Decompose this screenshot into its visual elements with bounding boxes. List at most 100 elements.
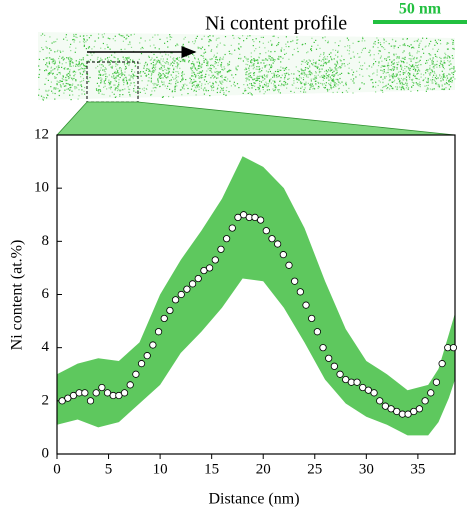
atom-dot	[320, 82, 322, 84]
atom-dot	[126, 79, 128, 82]
atom-dot	[321, 76, 323, 78]
atom-dot	[381, 89, 383, 92]
atom-dot	[123, 58, 125, 60]
atom-dot	[166, 61, 168, 63]
atom-dot	[104, 48, 106, 50]
atom-dot	[336, 62, 338, 64]
atom-dot	[328, 60, 330, 62]
atom-dot	[73, 41, 75, 43]
atom-dot	[193, 66, 195, 68]
atom-dot	[198, 83, 200, 85]
atom-dot	[301, 72, 303, 74]
atom-dot	[171, 91, 173, 93]
atom-dot	[274, 81, 276, 83]
atom-dot	[273, 60, 275, 63]
atom-dot	[55, 66, 58, 68]
atom-dot	[396, 57, 398, 59]
atom-dot	[117, 70, 119, 72]
atom-dot	[67, 83, 69, 85]
atom-dot	[314, 75, 316, 77]
atom-dot	[92, 60, 94, 62]
atom-dot	[98, 85, 100, 87]
atom-dot	[130, 34, 132, 36]
atom-dot	[82, 77, 85, 80]
atom-dot	[166, 40, 169, 43]
atom-dot	[442, 74, 444, 76]
atom-dot	[341, 72, 343, 74]
atom-dot	[304, 67, 307, 69]
atom-dot	[181, 75, 183, 77]
atom-dot	[113, 84, 115, 86]
atom-dot	[277, 37, 279, 39]
atom-dot	[209, 69, 211, 72]
atom-dot	[316, 67, 319, 69]
atom-dot	[117, 59, 119, 61]
atom-dot	[103, 33, 105, 35]
atom-dot	[313, 62, 315, 64]
atom-dot	[358, 88, 361, 90]
atom-dot	[207, 63, 209, 65]
atom-dot	[270, 51, 272, 53]
atom-dot	[118, 89, 120, 91]
atom-dot	[255, 48, 257, 50]
atom-dot	[272, 88, 274, 90]
atom-dot	[253, 82, 255, 84]
atom-dot	[408, 64, 411, 66]
atom-dot	[108, 81, 110, 83]
atom-dot	[44, 70, 46, 72]
atom-dot	[434, 77, 436, 79]
atom-dot	[252, 68, 254, 70]
atom-dot	[278, 89, 280, 91]
atom-dot	[315, 62, 317, 64]
data-point	[177, 290, 185, 299]
atom-dot	[50, 58, 52, 60]
atom-dot	[159, 52, 161, 54]
atom-dot	[312, 78, 314, 80]
atom-dot	[103, 93, 105, 96]
atom-dot	[127, 57, 129, 59]
atom-dot	[119, 34, 121, 36]
atom-dot	[203, 61, 205, 63]
atom-dot	[148, 70, 150, 72]
atom-dot	[304, 61, 306, 63]
data-point	[427, 389, 435, 397]
atom-dot	[322, 76, 324, 78]
atom-dot	[307, 82, 309, 84]
atom-dot	[384, 77, 386, 79]
atom-dot	[213, 54, 215, 56]
atom-dot	[443, 88, 445, 91]
atom-dot	[266, 82, 268, 85]
atom-dot	[219, 56, 221, 59]
atom-dot	[330, 78, 332, 80]
atom-dot	[292, 54, 294, 56]
atom-dot	[383, 39, 385, 41]
atom-dot	[235, 74, 237, 76]
atom-dot	[126, 59, 128, 61]
atom-dot	[420, 56, 422, 58]
atom-dot	[114, 87, 117, 89]
atom-dot	[56, 83, 58, 85]
atom-dot	[213, 77, 215, 79]
atom-dot	[57, 68, 59, 70]
atom-dot	[215, 58, 217, 60]
atom-dot	[401, 81, 403, 83]
atom-dot	[112, 73, 114, 75]
atom-dot	[250, 52, 252, 54]
atom-dot	[230, 85, 232, 87]
atom-dot	[122, 56, 124, 58]
atom-dot	[404, 68, 406, 70]
atom-dot	[151, 71, 153, 73]
atom-dot	[238, 87, 240, 89]
atom-dot	[226, 71, 229, 73]
data-point	[217, 245, 225, 253]
atom-dot	[409, 69, 411, 71]
atom-dot	[183, 38, 185, 40]
atom-dot	[395, 75, 397, 77]
atom-dot	[339, 59, 341, 61]
atom-dot	[449, 68, 451, 70]
atom-dot	[115, 96, 117, 98]
atom-dot	[269, 79, 271, 81]
atom-dot	[403, 89, 405, 91]
atom-dot	[146, 88, 148, 90]
atom-dot	[59, 71, 61, 74]
